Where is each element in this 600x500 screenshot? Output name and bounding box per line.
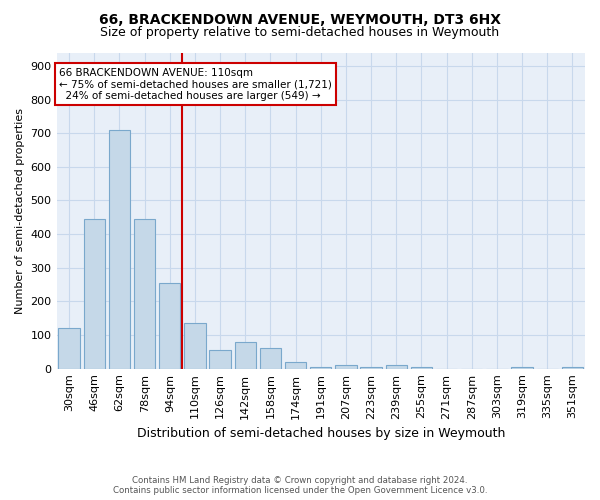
Bar bbox=[109, 130, 130, 368]
Bar bbox=[562, 367, 583, 368]
Bar bbox=[361, 367, 382, 368]
Bar bbox=[386, 366, 407, 368]
Text: Contains HM Land Registry data © Crown copyright and database right 2024.
Contai: Contains HM Land Registry data © Crown c… bbox=[113, 476, 487, 495]
Bar bbox=[58, 328, 80, 368]
Text: 66 BRACKENDOWN AVENUE: 110sqm
← 75% of semi-detached houses are smaller (1,721)
: 66 BRACKENDOWN AVENUE: 110sqm ← 75% of s… bbox=[59, 68, 332, 101]
Bar bbox=[134, 219, 155, 368]
Bar bbox=[511, 367, 533, 368]
Bar bbox=[235, 342, 256, 368]
Bar bbox=[83, 219, 105, 368]
Bar bbox=[411, 367, 432, 368]
Bar bbox=[209, 350, 231, 368]
Bar bbox=[285, 362, 307, 368]
Bar bbox=[159, 283, 181, 368]
Text: Size of property relative to semi-detached houses in Weymouth: Size of property relative to semi-detach… bbox=[100, 26, 500, 39]
Text: 66, BRACKENDOWN AVENUE, WEYMOUTH, DT3 6HX: 66, BRACKENDOWN AVENUE, WEYMOUTH, DT3 6H… bbox=[99, 12, 501, 26]
Y-axis label: Number of semi-detached properties: Number of semi-detached properties bbox=[15, 108, 25, 314]
Bar bbox=[310, 367, 331, 368]
Bar bbox=[260, 348, 281, 368]
X-axis label: Distribution of semi-detached houses by size in Weymouth: Distribution of semi-detached houses by … bbox=[137, 427, 505, 440]
Bar bbox=[335, 366, 356, 368]
Bar bbox=[184, 324, 206, 368]
